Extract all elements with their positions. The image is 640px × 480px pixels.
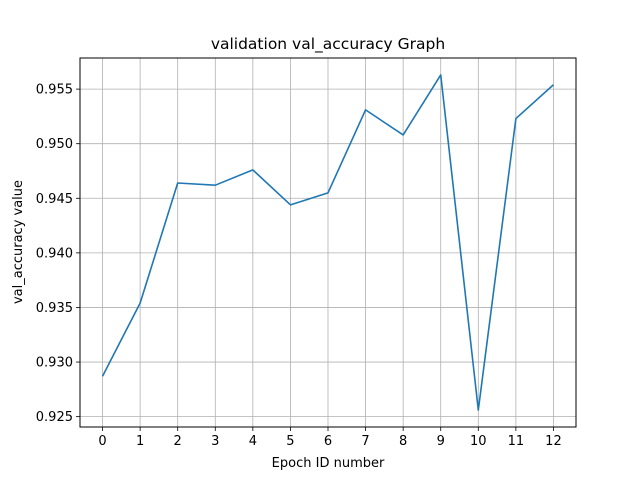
y-tick-label: 0.940: [36, 246, 73, 261]
y-tick-label: 0.935: [36, 301, 73, 316]
x-tick-label: 10: [470, 434, 487, 449]
y-tick-label: 0.930: [36, 356, 73, 371]
x-axis-ticks: 0 1 2 3 4 5 6 7 8 9 10 11 12: [98, 427, 562, 449]
x-tick-label: 4: [249, 434, 257, 449]
x-axis-label: Epoch ID number: [272, 456, 385, 471]
x-tick-label: 8: [399, 434, 407, 449]
x-tick-label: 1: [136, 434, 144, 449]
y-tick-label: 0.925: [36, 410, 73, 425]
y-axis-ticks: 0.925 0.930 0.935 0.940 0.945 0.950 0.955: [36, 83, 80, 425]
x-tick-label: 7: [361, 434, 369, 449]
y-tick-label: 0.950: [36, 137, 73, 152]
x-tick-label: 11: [508, 434, 525, 449]
grid: [80, 58, 576, 427]
x-tick-label: 2: [174, 434, 182, 449]
x-tick-label: 5: [286, 434, 294, 449]
y-tick-label: 0.955: [36, 83, 73, 98]
x-tick-label: 0: [98, 434, 106, 449]
y-tick-label: 0.945: [36, 192, 73, 207]
series-layer: [101, 74, 554, 411]
series-line: [101, 74, 554, 411]
chart-title: validation val_accuracy Graph: [211, 35, 445, 54]
x-tick-label: 12: [545, 434, 562, 449]
x-tick-label: 9: [437, 434, 445, 449]
y-axis-label: val_accuracy value: [11, 180, 26, 304]
x-tick-label: 3: [211, 434, 219, 449]
x-tick-label: 6: [324, 434, 332, 449]
